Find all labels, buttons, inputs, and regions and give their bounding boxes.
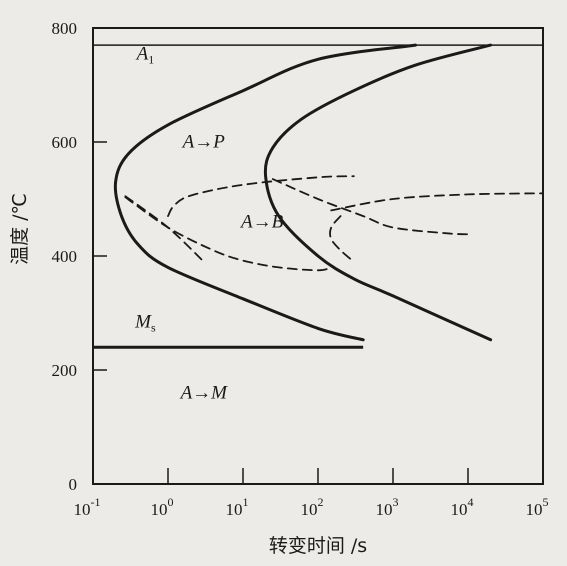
y-tick-label: 0: [69, 475, 78, 494]
annotation-label: Ms: [134, 311, 156, 334]
dashed-curve-4: [167, 175, 355, 217]
dashed-curve-5: [271, 178, 469, 236]
annotation-label: A→P: [181, 132, 226, 153]
annotation-label: A→B: [239, 212, 284, 233]
x-tick-label: 103: [376, 495, 399, 519]
x-axis-title: 转变时间 /s: [269, 535, 367, 557]
x-tick-label: 104: [451, 495, 474, 519]
annotation-label: A→M: [179, 383, 229, 404]
dashed-curve-7: [330, 192, 544, 212]
y-tick-label: 600: [52, 133, 78, 152]
x-tick-label: 100: [151, 495, 174, 519]
dashed-curve-6: [329, 215, 355, 263]
curve-0: [113, 43, 418, 342]
y-tick-label: 800: [52, 19, 78, 38]
x-tick-label: 102: [301, 495, 324, 519]
y-axis-title: 温度 /℃: [9, 193, 31, 265]
x-tick-label: 101: [226, 495, 249, 519]
y-tick-label: 400: [52, 247, 78, 266]
x-tick-label: 105: [526, 495, 549, 519]
dashed-curve-3: [124, 195, 205, 263]
y-tick-label: 200: [52, 361, 78, 380]
annotation-label: A1: [135, 43, 155, 66]
curve-1: [263, 43, 493, 342]
x-tick-label: 10-1: [74, 495, 101, 519]
